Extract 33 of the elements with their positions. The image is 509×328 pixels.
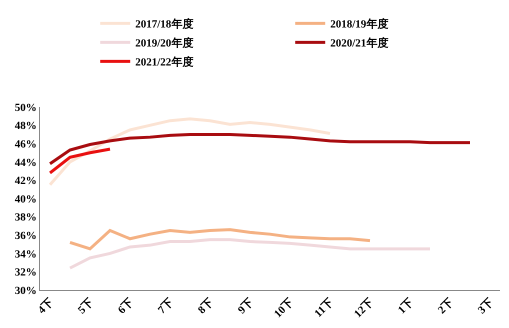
legend-label: 2021/22年度: [135, 56, 194, 69]
x-tick-label: 4下: [36, 296, 56, 316]
x-tick-label: 5下: [76, 296, 96, 316]
legend-label: 2019/20年度: [135, 36, 194, 50]
line-series: [48, 148, 112, 174]
legend-label: 2017/18年度: [135, 18, 194, 31]
y-tick-label: 40%: [14, 193, 37, 206]
line-series: [48, 132, 472, 166]
legend-label: 2018/19年度: [330, 18, 388, 31]
x-tick-label: 12下: [352, 296, 376, 320]
y-tick-label: 44%: [14, 156, 37, 169]
y-tick-label: 46%: [14, 138, 37, 150]
x-tick-label: 7下: [156, 296, 176, 316]
x-tick-label: 9下: [236, 296, 256, 316]
line-series: [68, 238, 432, 270]
legend-label: 2020/21年度: [330, 36, 388, 50]
line-series: [68, 228, 372, 250]
x-tick-label: 6下: [116, 296, 136, 316]
x-tick-label: 3下: [476, 296, 496, 316]
y-tick-label: 50%: [14, 102, 37, 114]
y-tick-label: 34%: [14, 248, 37, 260]
x-tick-label: 2下: [436, 296, 456, 316]
line-series: [48, 117, 332, 186]
y-tick-label: 32%: [14, 266, 37, 279]
x-tick-label: 11下: [312, 296, 336, 320]
x-tick-label: 1下: [396, 296, 416, 316]
y-tick-label: 38%: [14, 212, 37, 224]
y-tick-label: 48%: [14, 120, 37, 132]
y-tick-label: 30%: [14, 284, 37, 297]
y-tick-label: 36%: [14, 230, 37, 242]
x-tick-label: 10下: [272, 296, 296, 320]
x-tick-label: 8下: [196, 296, 216, 316]
y-tick-label: 42%: [14, 175, 37, 188]
